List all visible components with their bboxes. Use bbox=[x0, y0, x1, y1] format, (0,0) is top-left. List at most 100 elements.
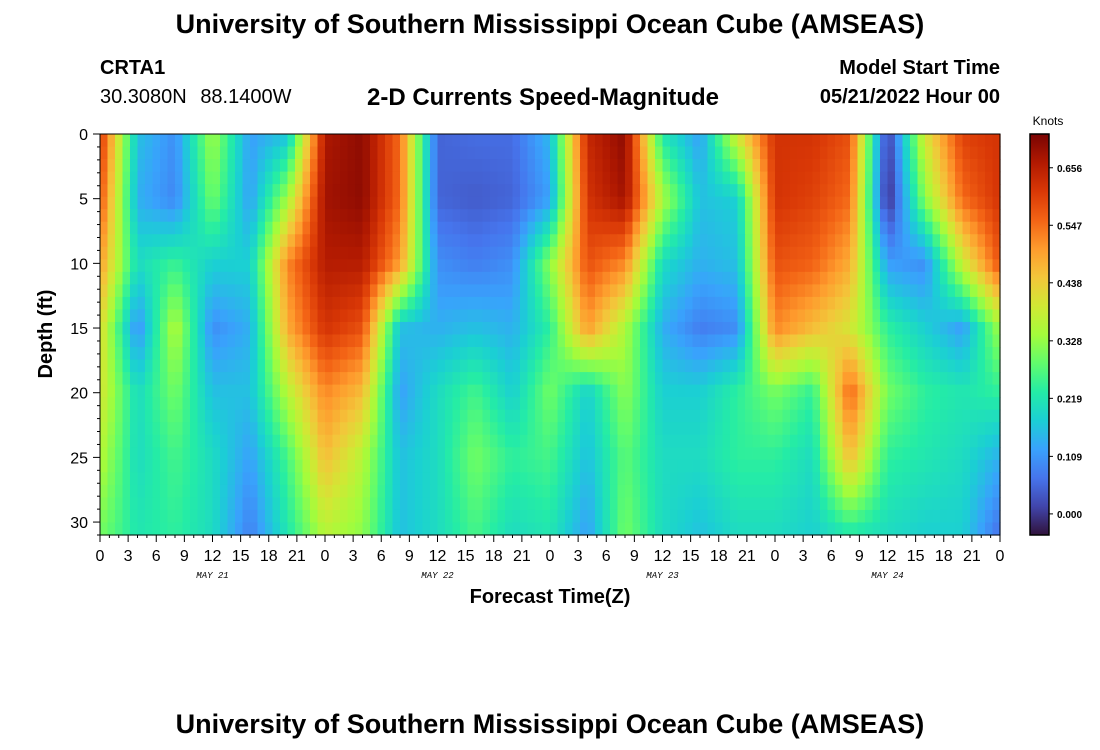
heatmap-cell bbox=[932, 347, 941, 361]
heatmap-cell bbox=[460, 359, 469, 373]
heatmap-cell bbox=[527, 146, 536, 160]
heatmap-cell bbox=[962, 484, 971, 499]
heatmap-cell bbox=[670, 422, 679, 436]
heatmap-cell bbox=[812, 497, 821, 511]
heatmap-cell bbox=[932, 459, 941, 473]
heatmap-cell bbox=[925, 409, 934, 423]
heatmap-cell bbox=[167, 434, 176, 448]
heatmap-cell bbox=[280, 447, 289, 461]
heatmap-cell bbox=[145, 134, 154, 148]
heatmap-cell bbox=[482, 334, 491, 348]
heatmap-cell bbox=[992, 409, 1001, 423]
heatmap-cell bbox=[955, 509, 964, 524]
heatmap-cell bbox=[122, 234, 131, 248]
heatmap-cell bbox=[325, 309, 334, 323]
heatmap-cell bbox=[992, 234, 1001, 248]
heatmap-cell bbox=[745, 284, 754, 298]
heatmap-cell bbox=[407, 271, 416, 285]
heatmap-cell bbox=[272, 372, 281, 386]
heatmap-cell bbox=[767, 184, 776, 198]
heatmap-cell bbox=[197, 334, 206, 348]
heatmap-cell bbox=[437, 472, 446, 486]
heatmap-cell bbox=[872, 434, 881, 448]
heatmap-cell bbox=[137, 296, 146, 311]
heatmap-cell bbox=[550, 484, 559, 499]
heatmap-cell bbox=[947, 296, 956, 311]
heatmap-cell bbox=[430, 409, 439, 423]
heatmap-cell bbox=[325, 184, 334, 198]
heatmap-cell bbox=[812, 209, 821, 223]
heatmap-cell bbox=[467, 146, 476, 160]
heatmap-cell bbox=[385, 422, 394, 436]
heatmap-cell bbox=[670, 359, 679, 373]
heatmap-cell bbox=[310, 234, 319, 248]
heatmap-cell bbox=[362, 296, 371, 311]
heatmap-cell bbox=[287, 321, 296, 336]
heatmap-cell bbox=[670, 171, 679, 185]
heatmap-cell bbox=[610, 284, 619, 298]
heatmap-cell bbox=[227, 509, 236, 524]
heatmap-cell bbox=[580, 459, 589, 473]
heatmap-cell bbox=[122, 422, 131, 436]
heatmap-cell bbox=[460, 184, 469, 198]
heatmap-cell bbox=[685, 146, 694, 160]
heatmap-cell bbox=[137, 234, 146, 248]
heatmap-cell bbox=[805, 234, 814, 248]
heatmap-cell bbox=[122, 384, 131, 398]
heatmap-cell bbox=[490, 509, 499, 524]
heatmap-cell bbox=[812, 159, 821, 173]
heatmap-cell bbox=[752, 359, 761, 373]
heatmap-cell bbox=[970, 334, 979, 348]
heatmap-cell bbox=[355, 447, 364, 461]
heatmap-cell bbox=[250, 359, 259, 373]
x-tick-label: 6 bbox=[152, 548, 161, 565]
heatmap-cell bbox=[587, 522, 596, 536]
heatmap-cell bbox=[227, 146, 236, 160]
heatmap-cell bbox=[955, 321, 964, 336]
heatmap-cell bbox=[122, 497, 131, 511]
heatmap-cell bbox=[512, 347, 521, 361]
heatmap-cell bbox=[347, 372, 356, 386]
heatmap-cell bbox=[137, 372, 146, 386]
heatmap-cell bbox=[152, 522, 161, 536]
heatmap-cell bbox=[970, 384, 979, 398]
heatmap-cell bbox=[175, 472, 184, 486]
heatmap-cell bbox=[407, 434, 416, 448]
heatmap-cell bbox=[295, 397, 304, 411]
heatmap-cell bbox=[467, 171, 476, 185]
heatmap-cell bbox=[737, 347, 746, 361]
heatmap-cell bbox=[820, 484, 829, 499]
heatmap-cell bbox=[602, 497, 611, 511]
heatmap-cell bbox=[475, 522, 484, 536]
heatmap-cell bbox=[947, 309, 956, 323]
heatmap-cell bbox=[790, 134, 799, 148]
heatmap-cell bbox=[370, 184, 379, 198]
heatmap-cell bbox=[280, 234, 289, 248]
heatmap-cell bbox=[475, 271, 484, 285]
heatmap-cell bbox=[595, 447, 604, 461]
heatmap-cell bbox=[955, 447, 964, 461]
heatmap-cell bbox=[955, 459, 964, 473]
heatmap-cell bbox=[107, 196, 116, 210]
heatmap-cell bbox=[857, 409, 866, 423]
heatmap-cell bbox=[377, 184, 386, 198]
heatmap-cell bbox=[887, 284, 896, 298]
heatmap-cell bbox=[227, 384, 236, 398]
heatmap-cell bbox=[325, 146, 334, 160]
heatmap-cell bbox=[895, 209, 904, 223]
heatmap-cell bbox=[182, 359, 191, 373]
heatmap-cell bbox=[572, 347, 581, 361]
heatmap-cell bbox=[137, 447, 146, 461]
heatmap-cell bbox=[242, 296, 251, 311]
heatmap-cell bbox=[257, 171, 266, 185]
heatmap-cell bbox=[227, 359, 236, 373]
heatmap-cell bbox=[595, 296, 604, 311]
heatmap-cell bbox=[880, 221, 889, 235]
heatmap-cell bbox=[887, 234, 896, 248]
heatmap-cell bbox=[805, 196, 814, 210]
heatmap-cell bbox=[992, 334, 1001, 348]
heatmap-cell bbox=[752, 472, 761, 486]
heatmap-cell bbox=[235, 409, 244, 423]
heatmap-cell bbox=[812, 309, 821, 323]
heatmap-cell bbox=[737, 146, 746, 160]
